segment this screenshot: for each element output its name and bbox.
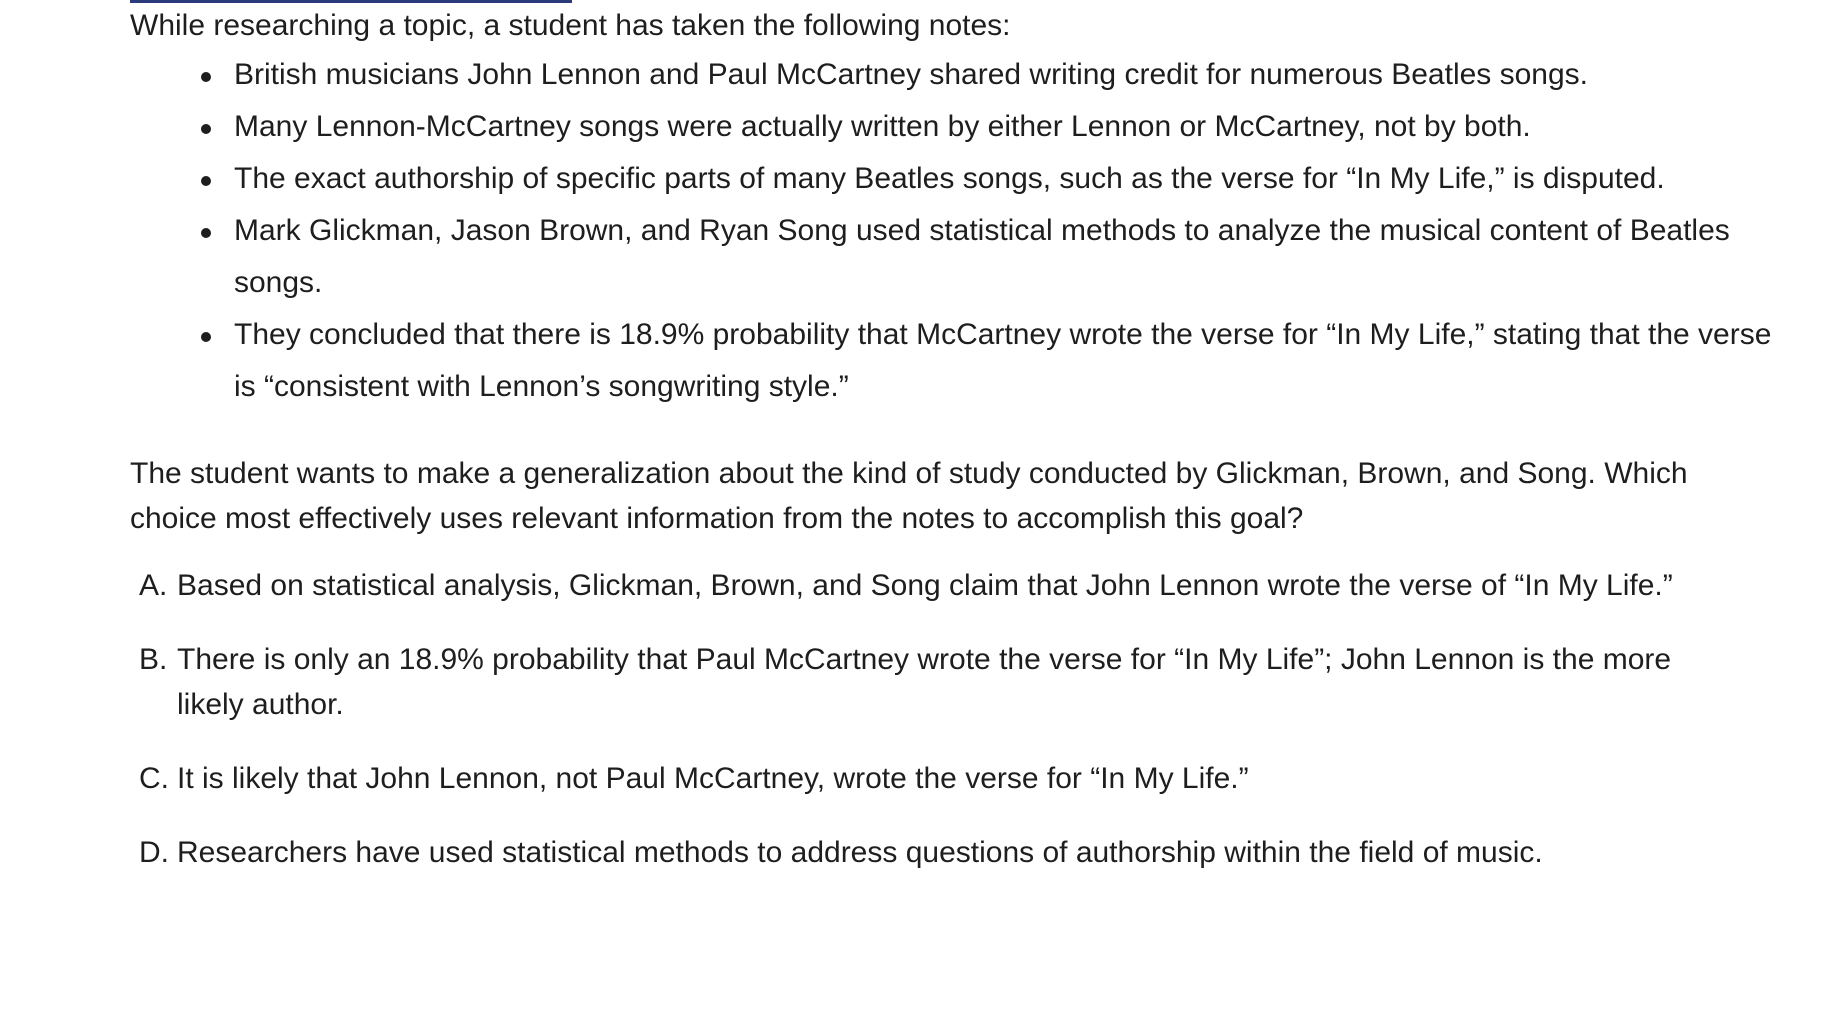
choice-letter: A. [139,569,168,602]
choice-text: It is likely that John Lennon, not Paul … [177,762,1249,795]
notes-intro: While researching a topic, a student has… [130,9,1011,42]
question-prompt: The student wants to make a generalizati… [130,457,1688,535]
note-text: Many Lennon-McCartney songs were actuall… [234,110,1531,143]
note-item: The exact authorship of specific parts o… [130,153,1794,205]
bullet-icon [201,176,211,186]
notes-list: British musicians John Lennon and Paul M… [130,49,1771,413]
note-item: They concluded that there is 18.9% proba… [130,309,1794,413]
note-item: Many Lennon-McCartney songs were actuall… [130,101,1834,153]
choice-text: There is only an 18.9% probability that … [177,643,1672,721]
note-item: British musicians John Lennon and Paul M… [130,49,1834,101]
note-text: Mark Glickman, Jason Brown, and Ryan Son… [234,214,1730,299]
note-text: British musicians John Lennon and Paul M… [234,58,1589,91]
bullet-icon [201,228,211,238]
choice-text: Researchers have used statistical method… [177,836,1543,869]
answer-choice-c[interactable]: C. It is likely that John Lennon, not Pa… [130,756,1737,801]
question-content: While researching a topic, a student has… [130,5,1771,904]
answer-choice-d[interactable]: D. Researchers have used statistical met… [130,830,1737,875]
choice-letter: D. [139,836,169,869]
choice-letter: B. [139,643,168,676]
choice-text: Based on statistical analysis, Glickman,… [177,569,1673,602]
bullet-icon [201,332,211,342]
note-text: They concluded that there is 18.9% proba… [234,318,1772,403]
answer-choice-a[interactable]: A. Based on statistical analysis, Glickm… [130,563,1737,608]
bullet-icon [201,72,211,82]
choice-letter: C. [139,762,169,795]
note-item: Mark Glickman, Jason Brown, and Ryan Son… [130,205,1794,309]
bullet-icon [201,124,211,134]
top-divider [130,0,572,3]
note-text: The exact authorship of specific parts o… [234,162,1665,195]
answer-choice-b[interactable]: B. There is only an 18.9% probability th… [130,637,1737,727]
answer-choices: A. Based on statistical analysis, Glickm… [130,563,1710,875]
